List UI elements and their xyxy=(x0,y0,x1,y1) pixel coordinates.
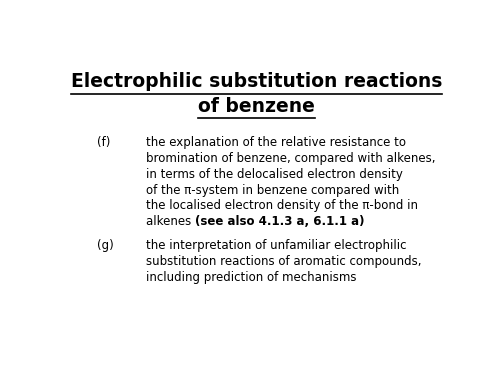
Text: (g): (g) xyxy=(98,239,114,252)
Text: of benzene: of benzene xyxy=(198,97,314,116)
Text: the explanation of the relative resistance to: the explanation of the relative resistan… xyxy=(146,136,406,149)
Text: of the π-system in benzene compared with: of the π-system in benzene compared with xyxy=(146,184,399,196)
Text: alkenes: alkenes xyxy=(146,215,195,228)
Text: of benzene: of benzene xyxy=(198,97,314,116)
Text: substitution reactions of aromatic compounds,: substitution reactions of aromatic compo… xyxy=(146,255,421,268)
Text: (see also 4.1.3 a, 6.1.1 a): (see also 4.1.3 a, 6.1.1 a) xyxy=(195,215,364,228)
Text: Electrophilic substitution reactions: Electrophilic substitution reactions xyxy=(70,72,442,92)
Text: the interpretation of unfamiliar electrophilic: the interpretation of unfamiliar electro… xyxy=(146,239,406,252)
Text: (f): (f) xyxy=(98,136,111,149)
Text: in terms of the delocalised electron density: in terms of the delocalised electron den… xyxy=(146,168,403,181)
Text: Electrophilic substitution reactions: Electrophilic substitution reactions xyxy=(70,72,442,92)
Text: including prediction of mechanisms: including prediction of mechanisms xyxy=(146,271,356,284)
Text: bromination of benzene, compared with alkenes,: bromination of benzene, compared with al… xyxy=(146,152,436,165)
Text: the localised electron density of the π-bond in: the localised electron density of the π-… xyxy=(146,200,418,213)
